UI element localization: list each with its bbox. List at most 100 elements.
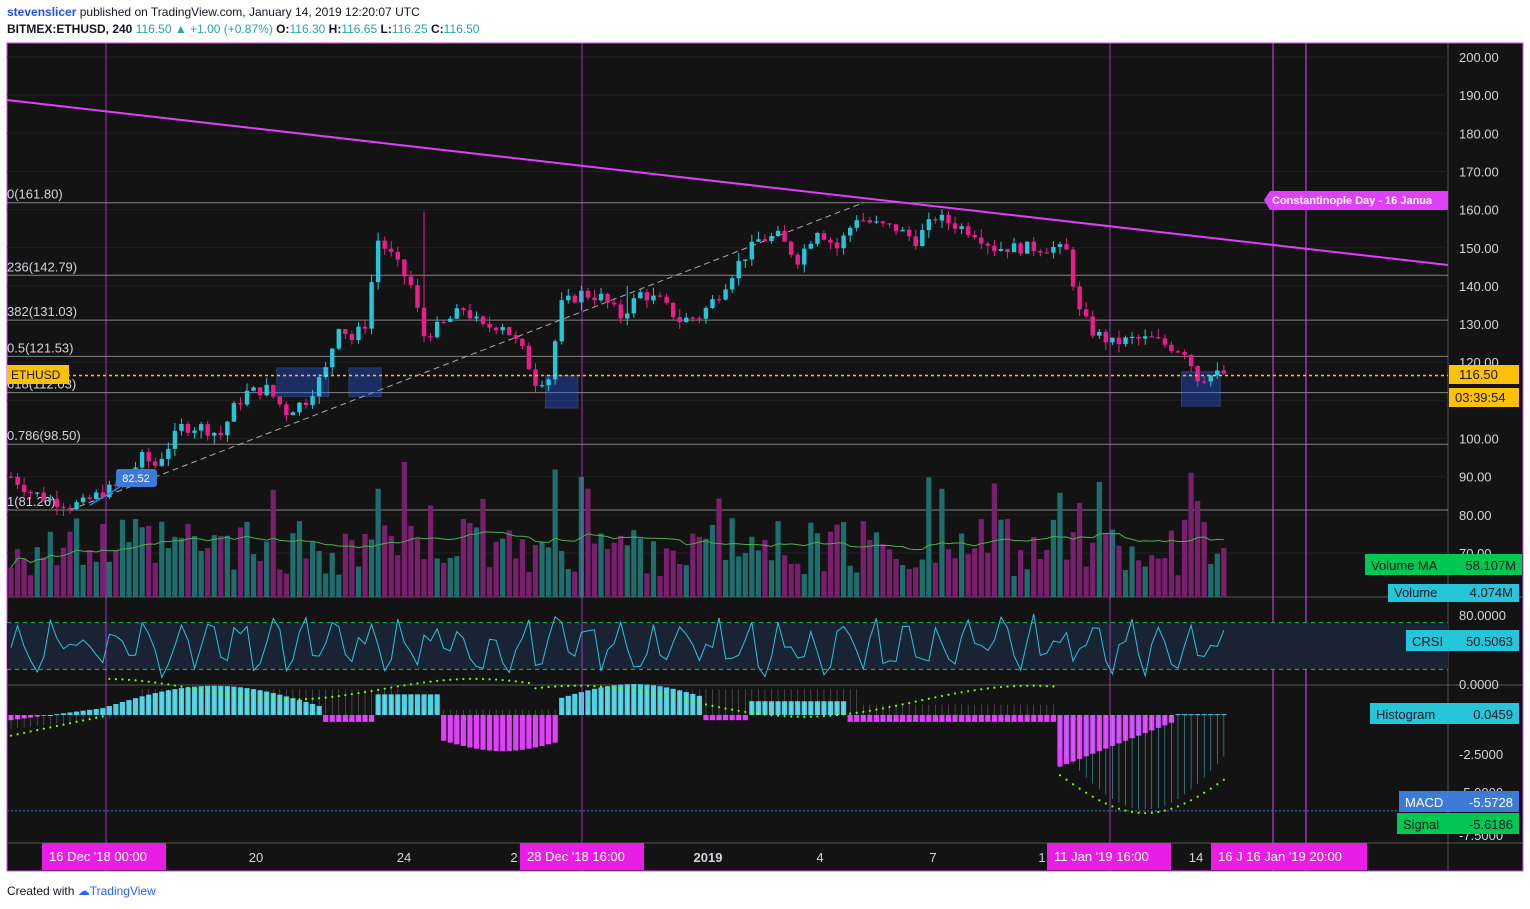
candle-body <box>559 300 564 342</box>
crsi-badge: CRSI 50.5063 <box>1406 630 1519 651</box>
candle-body <box>297 402 302 413</box>
histogram-bar <box>893 715 899 722</box>
crsi-band <box>7 622 1448 670</box>
histogram-bar <box>146 694 152 715</box>
candle-body <box>670 302 676 318</box>
candle-body <box>1083 309 1089 317</box>
signal-dot <box>383 687 386 690</box>
histogram-bar <box>139 696 145 715</box>
volume-bar <box>945 549 952 597</box>
tradingview-logo-icon[interactable]: ☁ <box>77 884 90 898</box>
histogram-bar <box>60 713 67 715</box>
tradingview-brand[interactable]: TradingView <box>89 884 156 898</box>
signal-dot <box>101 715 104 718</box>
signal-dot <box>36 729 39 732</box>
candle-body <box>474 316 479 319</box>
histogram-bar <box>1044 715 1050 722</box>
volume-badge-bg <box>1388 584 1519 602</box>
volume-bar <box>959 533 965 597</box>
histogram-bar <box>945 715 952 722</box>
volume-bar <box>539 541 545 597</box>
footer: Created with ☁TradingView <box>7 884 156 898</box>
candle-body <box>1097 331 1102 336</box>
signal-dot <box>481 677 485 681</box>
volume-bar <box>165 548 171 597</box>
candle-body <box>657 295 663 297</box>
candle-body <box>926 219 932 231</box>
signal-dot <box>127 678 131 681</box>
symbol-name[interactable]: BITMEX:ETHUSD, 240 <box>7 22 133 36</box>
signal-dot <box>724 707 727 710</box>
signal-dot <box>436 679 439 682</box>
signal-dot <box>508 679 511 682</box>
histogram-bar <box>1201 714 1207 716</box>
candle-body <box>277 396 282 405</box>
histogram-bar <box>21 715 27 719</box>
signal-dot <box>1065 778 1068 781</box>
volume-bar <box>1162 558 1168 597</box>
candle-body <box>631 298 637 314</box>
volume-bar <box>1214 553 1220 597</box>
volume-bar <box>191 535 198 597</box>
histogram-bar <box>100 708 106 715</box>
histogram-bar <box>500 715 506 752</box>
signal-dot <box>488 678 491 681</box>
time-marker-bg <box>1047 843 1171 870</box>
volume-bar <box>519 539 525 597</box>
candle-body <box>1116 337 1122 345</box>
volume-bar <box>224 535 230 597</box>
candle-body <box>382 240 387 249</box>
signal-dot <box>318 697 321 700</box>
signal-dot <box>573 684 576 687</box>
histogram-bar <box>827 701 834 715</box>
countdown-badge-text: 03:39:54 <box>1455 390 1506 405</box>
histogram-bar <box>473 715 480 749</box>
volume-bar <box>1122 570 1129 597</box>
signal-dot <box>1032 684 1035 687</box>
histogram-bar <box>375 694 381 715</box>
candle-body <box>775 230 781 236</box>
signal-dot <box>1124 809 1127 812</box>
volume-bar <box>1044 549 1050 597</box>
signal-dot <box>593 685 596 688</box>
volume-bar <box>808 522 814 597</box>
candle-body <box>920 230 925 247</box>
time-axis-label: 2019 <box>694 850 723 865</box>
volume-bar <box>814 533 820 597</box>
histogram-bar <box>965 715 971 722</box>
candle-body <box>323 367 328 378</box>
histogram-bar <box>572 693 578 715</box>
candle-body <box>959 226 964 229</box>
candle-body <box>546 379 551 386</box>
signal-dot <box>154 681 157 684</box>
volume-badge: Volume 4.074M <box>1388 584 1519 602</box>
macd-badge-value: -5.5728 <box>1469 795 1513 810</box>
signal-dot <box>1203 791 1206 794</box>
histogram-bar <box>591 688 598 715</box>
signal-dot <box>357 692 360 695</box>
volume-bar <box>1018 550 1024 597</box>
histogram-bar <box>355 715 362 722</box>
signal-dot <box>462 677 465 681</box>
signal-dot <box>790 715 793 718</box>
candle-body <box>1057 244 1063 247</box>
volume-bar <box>486 567 493 597</box>
signal-dot <box>672 696 675 699</box>
candle-body <box>61 506 66 509</box>
signal-dot <box>842 713 845 716</box>
author-name[interactable]: stevenslicer <box>7 5 77 19</box>
histogram-bar <box>185 687 191 715</box>
candle-body <box>441 321 446 324</box>
signal-dot <box>495 678 498 681</box>
volume-bar <box>670 550 676 597</box>
signal-dot <box>108 677 111 681</box>
signal-badge: Signal -5.6186 <box>1397 813 1519 834</box>
histogram-bar <box>611 685 617 715</box>
volume-bar <box>480 498 486 597</box>
histogram-bar <box>998 715 1004 722</box>
chart-background <box>7 43 1523 871</box>
signal-dot <box>626 688 629 691</box>
volume-bar <box>532 545 539 597</box>
histogram-bar <box>87 709 93 715</box>
